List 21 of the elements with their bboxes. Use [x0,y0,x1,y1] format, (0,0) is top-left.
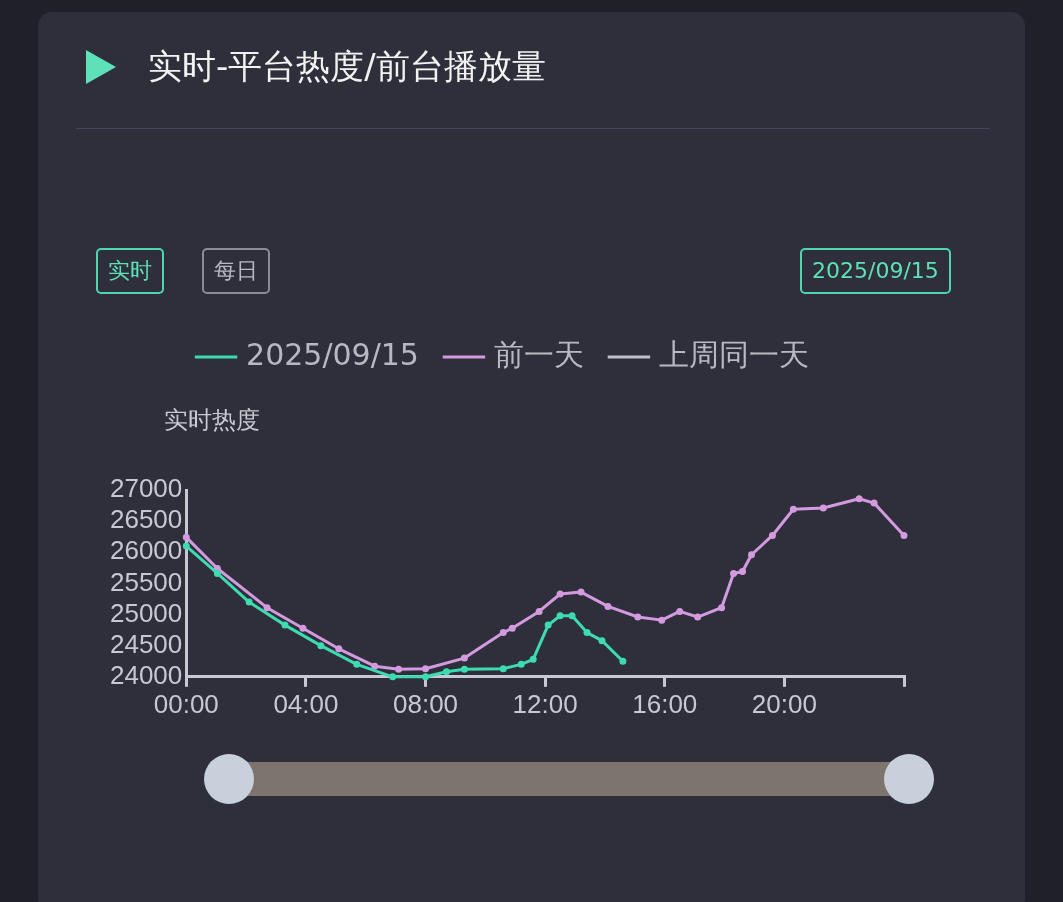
text: 2025/09/15 [800,248,951,294]
legend-label: 2025/09/15 [246,336,419,372]
x-tick-label: 00:00 [153,688,219,719]
y-tick-label: 26500 [109,504,183,535]
y-tick-label: 24000 [109,659,183,690]
text: 实时 [96,248,164,294]
x-tick-label: 16:00 [632,688,698,719]
chart-title: 实时-平台热度/前台播放量 [148,45,546,88]
x-tick-label: 20:00 [751,688,817,719]
y-tick-label: 26000 [109,535,183,566]
legend-label: 前一天 [493,336,584,372]
text: 每日 [202,248,270,294]
y-tick-label: 24500 [109,628,183,659]
x-tick-label: 04:00 [273,688,339,719]
legend-label: 上周同一天 [658,336,809,372]
y-tick-label: 27000 [109,473,183,504]
x-tick-label: 08:00 [392,688,459,719]
x-tick-label: 12:00 [512,688,578,719]
y-tick-label: 25500 [109,566,183,597]
y-tick-label: 25000 [109,597,183,628]
y-axis-title: 实时热度 [164,405,260,436]
